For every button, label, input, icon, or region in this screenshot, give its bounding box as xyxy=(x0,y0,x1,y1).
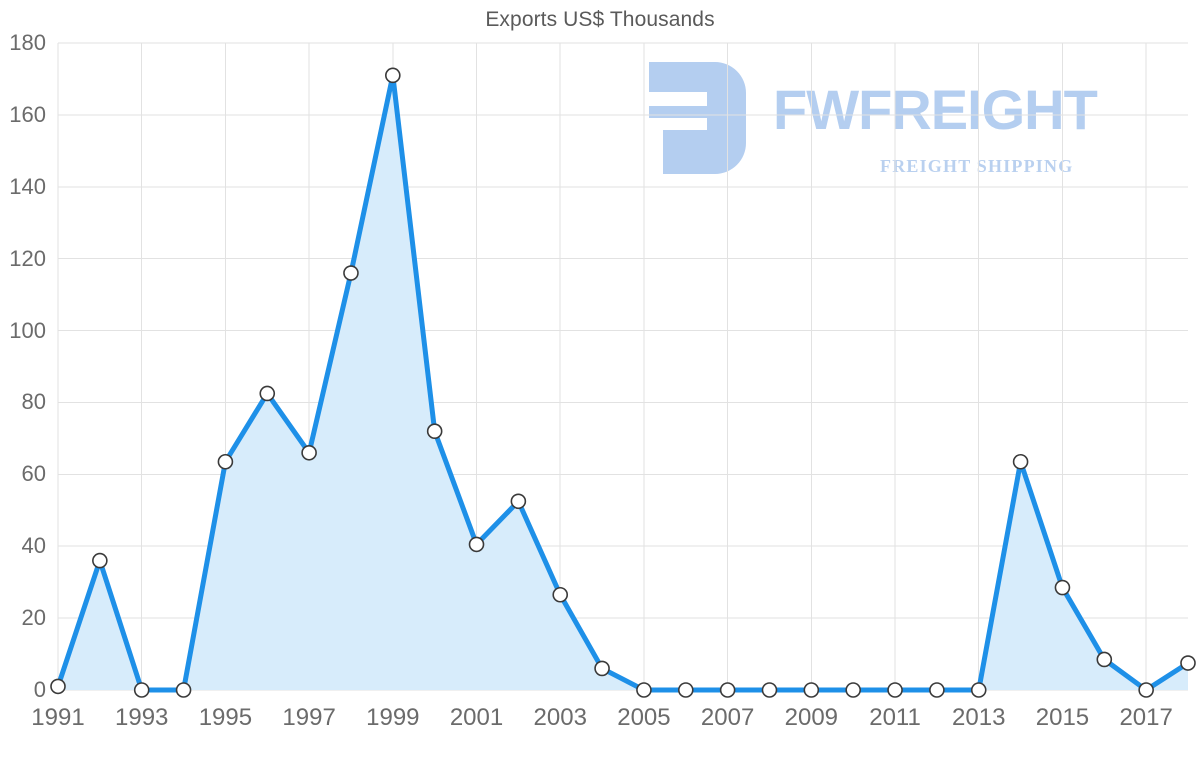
data-point-marker[interactable] xyxy=(133,682,150,698)
x-axis-tick-label: 1995 xyxy=(198,704,253,731)
data-point-marker[interactable] xyxy=(1012,453,1029,470)
x-axis-tick-label: 2015 xyxy=(1035,704,1090,731)
data-point-marker[interactable] xyxy=(552,586,569,603)
data-point-marker[interactable] xyxy=(301,444,317,461)
series-markers xyxy=(50,67,1196,698)
data-point-marker[interactable] xyxy=(217,453,234,470)
data-point-marker[interactable] xyxy=(677,682,694,698)
data-point-marker[interactable] xyxy=(50,678,66,695)
x-axis-tick-label: 1991 xyxy=(31,704,85,731)
y-axis-tick-label: 100 xyxy=(9,317,46,343)
data-point-marker[interactable] xyxy=(1096,651,1113,668)
y-axis-tick-label: 140 xyxy=(9,173,46,199)
data-point-marker[interactable] xyxy=(510,493,527,510)
series-area-fill xyxy=(58,75,1188,691)
chart-title: Exports US$ Thousands xyxy=(485,8,715,31)
data-point-marker[interactable] xyxy=(719,682,736,698)
data-point-marker[interactable] xyxy=(803,682,820,698)
data-point-marker[interactable] xyxy=(636,682,652,698)
x-axis-tick-label: 1999 xyxy=(366,704,420,731)
data-point-marker[interactable] xyxy=(1054,579,1071,596)
y-axis-tick-label: 40 xyxy=(21,533,46,559)
data-point-marker[interactable] xyxy=(468,536,485,553)
data-point-marker[interactable] xyxy=(970,682,987,698)
data-point-marker[interactable] xyxy=(594,660,610,677)
data-point-marker[interactable] xyxy=(761,682,778,698)
data-point-marker[interactable] xyxy=(385,67,401,84)
x-axis-tick-label: 2001 xyxy=(449,704,504,731)
x-axis-tick-label: 2009 xyxy=(784,704,839,731)
y-axis-tick-label: 160 xyxy=(9,101,46,127)
data-point-marker[interactable] xyxy=(175,682,192,698)
x-axis-tick-label: 2003 xyxy=(533,704,587,731)
data-point-marker[interactable] xyxy=(259,385,276,402)
data-point-marker[interactable] xyxy=(887,682,903,698)
data-point-marker[interactable] xyxy=(1138,682,1154,698)
y-axis-tick-label: 20 xyxy=(21,605,46,631)
x-axis-tick-label: 2011 xyxy=(869,704,921,731)
series-line xyxy=(55,72,1191,693)
data-point-marker[interactable] xyxy=(845,682,861,698)
data-point-marker[interactable] xyxy=(343,265,359,281)
y-axis-tick-label: 0 xyxy=(33,677,46,702)
data-point-marker[interactable] xyxy=(1180,655,1196,671)
data-point-marker[interactable] xyxy=(929,682,945,698)
y-axis-tick-label: 60 xyxy=(21,461,46,487)
x-axis-tick-label: 1997 xyxy=(282,704,336,731)
y-axis-tick-label: 180 xyxy=(9,30,46,55)
data-point-marker[interactable] xyxy=(92,552,108,569)
x-axis-tick-label: 2007 xyxy=(700,704,755,731)
x-axis-tick-label: 2013 xyxy=(952,704,1006,731)
y-axis-tick-label: 80 xyxy=(21,389,46,415)
x-axis-tick-label: 2017 xyxy=(1119,704,1173,731)
y-axis-tick-label: 120 xyxy=(9,245,46,271)
x-axis-tick-label: 1993 xyxy=(115,704,169,731)
data-point-marker[interactable] xyxy=(426,423,443,440)
x-axis-tick-label: 2005 xyxy=(617,704,671,731)
